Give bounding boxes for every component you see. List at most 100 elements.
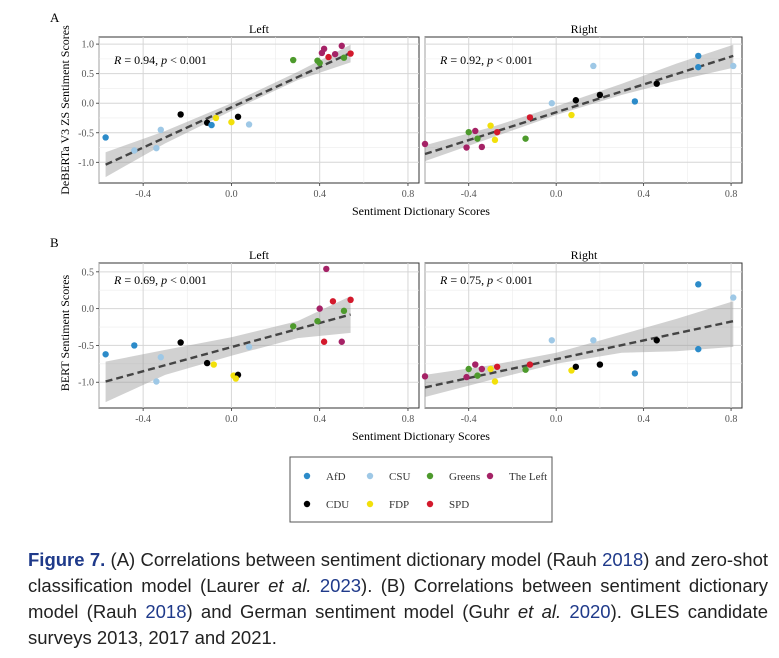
legend-label: SPD: [449, 499, 469, 511]
confidence-band-area: [425, 301, 734, 397]
confidence-band: [425, 44, 734, 162]
legend-item-the-left[interactable]: The Left: [486, 471, 547, 483]
facet-title: Left: [249, 22, 270, 36]
data-point-spd: [347, 50, 354, 57]
legend-swatch: [366, 500, 374, 508]
confidence-band-area: [105, 44, 351, 178]
data-point-greens: [314, 317, 321, 325]
r-annotation: R = 0.94, p < 0.001: [113, 53, 207, 67]
facet-strip: [99, 20, 419, 37]
data-point-afd: [208, 121, 215, 129]
y-axis-ticks: 1.0 0.5 0.0 -0.5 -1.0: [78, 40, 99, 169]
caption-text: (A) Correlations between sentiment dicti…: [105, 549, 603, 570]
facet-a-right: Right R = 0.92, p < 0.001 -0.4 0.0 0.4 0.8: [421, 20, 743, 200]
y-tick-label: 0.5: [82, 267, 95, 278]
x-tick-label: 0.4: [313, 189, 326, 200]
data-point-afd: [695, 52, 702, 60]
panel-b-xlabel: Sentiment Dictionary Scores: [352, 429, 490, 443]
y-tick-label: -1.0: [78, 158, 94, 169]
regression-line: [105, 51, 352, 166]
legend-item-cdu[interactable]: CDU: [303, 499, 349, 511]
caption-ref[interactable]: 2018: [145, 601, 187, 622]
caption-ref[interactable]: 2020: [569, 601, 611, 622]
data-point-fdp: [487, 122, 494, 129]
plot-frame: [424, 36, 743, 184]
data-point-csu: [153, 144, 160, 152]
data-point-the-left: [478, 365, 486, 373]
data-point-csu: [131, 147, 138, 154]
data-point-the-left: [421, 140, 429, 148]
x-tick-label: 0.4: [313, 414, 326, 425]
data-point-afd: [695, 63, 702, 71]
data-point-afd: [695, 345, 702, 353]
data-point-csu: [153, 378, 160, 385]
data-point-greens: [290, 56, 297, 64]
caption-ref[interactable]: 2018: [602, 549, 644, 570]
facet-a-left: Left R = 0.94, p < 0.001 1.0 0.5 0.0 -0.5 -1…: [78, 20, 420, 200]
data-point-cdu: [177, 339, 184, 346]
data-point-the-left: [478, 143, 486, 151]
facet-strip: [425, 246, 742, 263]
data-point-cdu: [203, 359, 211, 367]
legend-label: CSU: [389, 471, 410, 483]
data-point-greens: [522, 135, 529, 142]
panel-a-label: A: [50, 10, 60, 25]
data-point-csu: [590, 62, 597, 70]
data-point-spd: [493, 363, 501, 370]
data-point-fdp: [232, 375, 240, 382]
panel-a-ylabel: DeBERTa V3 ZS Sentiment Scores: [58, 25, 72, 195]
y-axis-ticks: 0.5 0.0 -0.5 -1.0: [78, 267, 99, 389]
data-points: [421, 281, 737, 385]
data-point-fdp: [491, 378, 499, 385]
legend-swatch: [366, 472, 374, 480]
data-point-fdp: [568, 111, 575, 119]
data-point-greens: [316, 59, 323, 67]
data-point-fdp: [210, 361, 217, 368]
legend-item-afd[interactable]: AfD: [303, 471, 346, 483]
x-tick-label: 0.4: [637, 414, 650, 425]
gridlines: [98, 263, 419, 408]
x-tick-label: -0.4: [135, 189, 151, 200]
legend-label: FDP: [389, 499, 409, 511]
data-point-greens: [340, 54, 348, 61]
data-point-cdu: [596, 361, 604, 368]
legend-swatch: [303, 500, 311, 508]
legend-item-spd[interactable]: SPD: [426, 499, 469, 511]
data-points: [421, 52, 737, 151]
fit-line: [105, 313, 351, 383]
panel-b: B BERT Sentiment Scores Sentiment Dictio…: [50, 235, 743, 443]
x-tick-label: 0.8: [402, 414, 415, 425]
data-point-fdp: [212, 114, 220, 122]
data-point-fdp: [228, 118, 235, 126]
figure: A DeBERTa V3 ZS Sentiment Scores Sentime…: [50, 10, 743, 523]
figure-caption: Figure 7. (A) Correlations between senti…: [28, 547, 768, 651]
data-point-cdu: [572, 97, 580, 104]
x-tick-label: 0.4: [637, 189, 650, 200]
data-point-the-left: [472, 361, 479, 368]
x-tick-label: 0.8: [725, 189, 738, 200]
data-point-fdp: [487, 365, 494, 373]
data-point-the-left: [331, 50, 339, 58]
x-axis-ticks: -0.4 0.0 0.4 0.8: [135, 408, 414, 425]
legend-item-csu[interactable]: CSU: [366, 471, 411, 483]
legend-item-fdp[interactable]: FDP: [366, 499, 409, 511]
data-point-csu: [245, 121, 253, 128]
legend-swatch: [303, 472, 311, 480]
y-tick-label: -0.5: [78, 128, 94, 139]
legend-swatch: [426, 472, 434, 480]
data-point-cdu: [596, 91, 604, 99]
data-point-greens: [465, 128, 472, 136]
gridlines: [98, 37, 419, 183]
data-point-csu: [590, 337, 597, 344]
confidence-band: [105, 44, 351, 178]
caption-ref[interactable]: 2023: [319, 575, 362, 596]
legend-item-greens[interactable]: Greens: [426, 471, 480, 483]
x-tick-label: 0.8: [725, 414, 738, 425]
data-point-spd: [526, 114, 534, 121]
y-tick-label: 1.0: [82, 40, 95, 51]
plot-frame: [98, 262, 420, 409]
facet-title: Left: [249, 248, 270, 262]
legend-box: [289, 456, 553, 523]
data-point-afd: [695, 281, 702, 288]
x-axis-ticks: -0.4 0.0 0.4 0.8: [135, 183, 414, 200]
